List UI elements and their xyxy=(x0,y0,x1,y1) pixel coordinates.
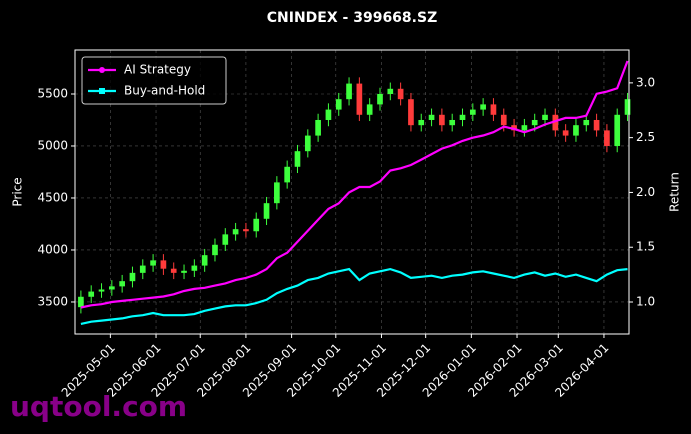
legend-label: AI Strategy xyxy=(124,63,191,77)
candle-body xyxy=(542,114,548,120)
candle-body xyxy=(614,114,621,146)
candle-body xyxy=(284,166,291,183)
candle-body xyxy=(562,130,569,136)
candle-body xyxy=(129,272,136,282)
candle-body xyxy=(78,296,84,308)
candle-body xyxy=(315,119,321,136)
candle-body xyxy=(119,281,125,287)
candle-body xyxy=(263,203,270,219)
legend-label: Buy-and-Hold xyxy=(124,84,205,98)
y-axis-label: Price xyxy=(11,177,25,206)
y2-tick-label: 1.0 xyxy=(636,295,655,309)
candle-body xyxy=(573,125,579,136)
candle-body xyxy=(480,104,486,110)
candle-body xyxy=(552,114,559,131)
candle-body xyxy=(160,260,167,269)
candle-body xyxy=(624,99,631,115)
candle-body xyxy=(304,135,311,152)
candle-body xyxy=(418,119,425,126)
candle-body xyxy=(387,88,394,94)
candle-body xyxy=(428,114,435,120)
chart-title: CNINDEX - 399668.SZ xyxy=(267,10,437,26)
watermark: uqtool.com xyxy=(10,390,187,423)
candle-body xyxy=(108,286,115,290)
series-line xyxy=(80,60,629,309)
candle-body xyxy=(335,99,342,110)
candle-body xyxy=(232,229,239,235)
candle-body xyxy=(449,119,456,126)
candle-body xyxy=(469,109,476,115)
candle-body xyxy=(88,291,95,297)
candle-body xyxy=(604,130,610,146)
candle-body xyxy=(253,218,260,232)
candle-body xyxy=(294,151,301,167)
candle-body xyxy=(583,119,590,126)
candle-body xyxy=(150,260,156,266)
candle-body xyxy=(222,234,229,245)
y-tick-label: 3500 xyxy=(37,294,68,308)
candle-body xyxy=(408,99,414,126)
y2-tick-label: 1.5 xyxy=(636,240,655,254)
candle-body xyxy=(274,182,280,204)
y2-tick-label: 2.0 xyxy=(636,185,655,199)
legend-box xyxy=(81,56,227,105)
candle-body xyxy=(346,83,352,100)
legend-marker xyxy=(99,67,105,73)
candle-body xyxy=(366,104,373,115)
series-line xyxy=(80,267,628,325)
candle-body xyxy=(593,119,600,131)
candle-body xyxy=(201,255,208,266)
candle-body xyxy=(521,125,528,131)
y2-tick-label: 2.5 xyxy=(636,130,655,144)
candle-body xyxy=(325,109,332,120)
candle-body xyxy=(98,289,105,292)
plot-frame xyxy=(74,49,630,335)
candle-body xyxy=(377,93,383,105)
candle-body xyxy=(531,119,538,126)
candle-body xyxy=(191,265,198,271)
y-tick-label: 4500 xyxy=(37,190,68,204)
legend-marker xyxy=(99,88,105,94)
y2-tick-label: 3.0 xyxy=(636,75,655,89)
candle-body xyxy=(170,268,177,273)
candle-body xyxy=(243,229,249,232)
candle-body xyxy=(490,104,497,115)
candle-body xyxy=(397,88,404,100)
candle-body xyxy=(356,83,363,115)
candle-body xyxy=(439,114,445,126)
candle-body xyxy=(139,265,146,273)
y-tick-label: 5500 xyxy=(37,86,68,100)
candle-body xyxy=(500,114,507,126)
y-tick-label: 5000 xyxy=(37,138,68,152)
candle-body xyxy=(459,114,466,120)
y-tick-label: 4000 xyxy=(37,242,68,256)
y2-axis-label: Return xyxy=(668,172,682,212)
candle-body xyxy=(181,270,187,273)
candle-body xyxy=(212,244,218,256)
